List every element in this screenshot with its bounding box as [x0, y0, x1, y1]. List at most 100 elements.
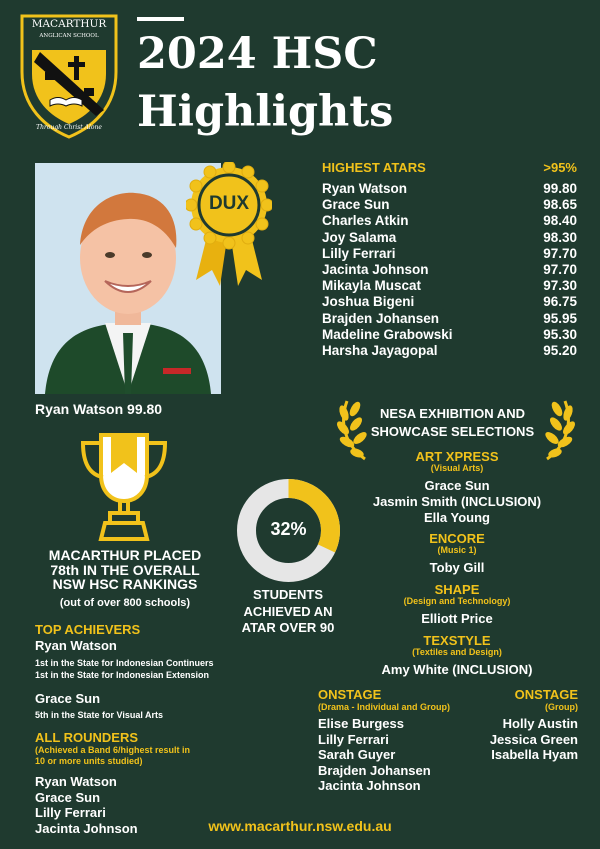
- atar-row: Joshua Bigeni 96.75: [322, 294, 577, 310]
- crest-motto: Through Christ Alone: [36, 124, 102, 131]
- atar-student-name: Charles Atkin: [322, 213, 409, 229]
- atar-score: 96.75: [543, 294, 577, 310]
- nesa-onstage-group: ONSTAGE (Group) Holly Austin Jessica Gre…: [470, 687, 578, 763]
- onstage-name: Jacinta Johnson: [318, 778, 421, 793]
- atar-score: 95.20: [543, 342, 577, 358]
- stat-caption: STUDENTS ACHIEVED AN ATAR OVER 90: [232, 587, 344, 637]
- atar-score: 98.40: [543, 213, 577, 229]
- atar-student-name: Grace Sun: [322, 197, 390, 213]
- all-rounder-name: Ryan Watson: [35, 774, 117, 789]
- achiever-name: Grace Sun: [35, 690, 101, 706]
- nesa-texstyle: TEXSTYLE (Textiles and Design) Amy White…: [322, 633, 592, 678]
- ranking-statement: MACARTHUR PLACED 78th IN THE OVERALL NSW…: [30, 548, 220, 592]
- atar-threshold: >95%: [543, 160, 577, 175]
- ranking-line3: NSW HSC RANKINGS: [52, 576, 198, 592]
- art-name: Jasmin Smith (INCLUSION): [372, 494, 542, 509]
- page-title-line2: Highlights: [137, 87, 394, 137]
- texstyle-sub: (Textiles and Design): [412, 647, 502, 657]
- atar-student-name: Mikayla Muscat: [322, 278, 422, 294]
- stat-caption-line1: STUDENTS: [252, 587, 324, 602]
- school-crest: MACARTHUR ANGLICAN SCHOOL Through Christ…: [18, 12, 120, 140]
- atar-row: Ryan Watson 99.80: [322, 181, 577, 197]
- onstage-group-name: Holly Austin: [502, 716, 578, 731]
- texstyle-heading: TEXSTYLE: [423, 633, 491, 648]
- atar-student-name: Lilly Ferrari: [322, 245, 396, 261]
- nesa-onstage-drama: ONSTAGE (Drama - Individual and Group) E…: [318, 687, 488, 794]
- atar-score: 97.70: [543, 261, 577, 277]
- onstage-group-name: Isabella Hyam: [491, 747, 578, 762]
- onstage-group-sub: (Group): [545, 702, 578, 712]
- atar-score: 97.30: [543, 278, 577, 294]
- trophy: [77, 431, 171, 543]
- atar-heading: HIGHEST ATARS >95%: [322, 160, 577, 175]
- stat-caption-line2: ACHIEVED AN: [243, 603, 333, 619]
- top-achievers-heading: TOP ACHIEVERS: [35, 622, 141, 637]
- onstage-name: Sarah Guyer: [318, 747, 396, 762]
- achiever-note: 5th in the State for Visual Arts: [35, 710, 164, 720]
- atar-score: 97.70: [543, 245, 577, 261]
- atar-score: 98.65: [543, 197, 577, 213]
- all-rounder-name: Grace Sun: [35, 789, 101, 805]
- atar-row: Joy Salama 98.30: [322, 230, 577, 246]
- atar-heading-label: HIGHEST ATARS: [322, 160, 426, 175]
- trophy-icon: [80, 433, 168, 541]
- texstyle-name: Amy White (INCLUSION): [381, 662, 533, 677]
- all-rounders-sub: 10 or more units studied): [35, 756, 143, 766]
- nesa-title-line2: SHOWCASE SELECTIONS: [370, 424, 535, 439]
- encore-heading: ENCORE: [429, 531, 485, 546]
- onstage-name: Lilly Ferrari: [318, 731, 389, 747]
- nesa-art-xpress: ART XPRESS (Visual Arts) Grace Sun Jasmi…: [322, 449, 592, 526]
- atar-row: Madeline Grabowski 95.30: [322, 327, 577, 343]
- nesa-shape: SHAPE (Design and Technology) Elliott Pr…: [322, 582, 592, 627]
- onstage-sub: (Drama - Individual and Group): [318, 702, 451, 712]
- atar-row: Brajden Johansen 95.95: [322, 311, 577, 327]
- atar-student-name: Harsha Jayagopal: [322, 342, 438, 358]
- atar-student-name: Joshua Bigeni: [322, 294, 415, 310]
- onstage-heading: ONSTAGE: [318, 687, 382, 702]
- top-achievers: TOP ACHIEVERS Ryan Watson 1st in the Sta…: [35, 622, 275, 721]
- all-rounder-name: Lilly Ferrari: [35, 805, 106, 820]
- onstage-group-heading: ONSTAGE: [514, 687, 578, 702]
- shape-sub: (Design and Technology): [403, 596, 511, 606]
- page-title-line1: 2024 HSC: [137, 29, 378, 79]
- shape-heading: SHAPE: [434, 582, 480, 597]
- atar-donut-chart: 32%: [236, 478, 341, 583]
- all-rounders-heading: ALL ROUNDERS: [35, 730, 139, 745]
- atar-row: Lilly Ferrari 97.70: [322, 246, 577, 262]
- atar-score: 95.30: [543, 326, 577, 342]
- nesa-encore: ENCORE (Music 1) Toby Gill: [322, 531, 592, 576]
- shape-name: Elliott Price: [421, 611, 493, 626]
- art-name: Ella Young: [424, 510, 490, 525]
- laurel-icon: [337, 400, 575, 461]
- atar-row: Grace Sun 98.65: [322, 197, 577, 213]
- achiever-note: 1st in the State for Indonesian Continue…: [35, 657, 214, 668]
- website-link[interactable]: www.macarthur.nsw.edu.au: [208, 818, 392, 834]
- donut-arc: [237, 479, 340, 582]
- title-accent-bar: [137, 17, 184, 21]
- stat-caption-line3: ATAR OVER 90: [241, 620, 335, 635]
- crest-subtitle: ANGLICAN SCHOOL: [39, 33, 99, 39]
- atar-score: 95.95: [543, 310, 577, 326]
- atar-student-name: Joy Salama: [322, 229, 397, 245]
- atar-score: 98.30: [543, 229, 577, 245]
- nesa-title: NESA EXHIBITION AND SHOWCASE SELECTIONS: [345, 405, 560, 441]
- atar-row: Jacinta Johnson 97.70: [322, 262, 577, 278]
- laurel-wreath: [335, 395, 577, 463]
- onstage-name: Brajden Johansen: [318, 762, 431, 778]
- atar-student-name: Jacinta Johnson: [322, 261, 429, 277]
- all-rounders-sub: (Achieved a Band 6/highest result in: [35, 745, 191, 755]
- art-sub: (Visual Arts): [430, 463, 484, 473]
- atar-score: 99.80: [543, 181, 577, 196]
- art-heading: ART XPRESS: [415, 449, 499, 464]
- ranking-line2: 78th IN THE OVERALL: [50, 561, 200, 578]
- atar-row: Mikayla Muscat 97.30: [322, 278, 577, 294]
- achiever-note: 1st in the State for Indonesian Extensio…: [35, 669, 210, 680]
- onstage-group-name: Jessica Green: [489, 731, 578, 747]
- all-rounder-name: Jacinta Johnson: [35, 820, 138, 836]
- atar-student-name: Brajden Johansen: [322, 310, 440, 326]
- crest-shield-icon: [20, 14, 118, 139]
- dux-badge: DUX: [184, 160, 274, 292]
- all-rounders: ALL ROUNDERS (Achieved a Band 6/highest …: [35, 730, 275, 836]
- donut-svg: [237, 479, 340, 582]
- achiever-name: Ryan Watson: [35, 638, 117, 653]
